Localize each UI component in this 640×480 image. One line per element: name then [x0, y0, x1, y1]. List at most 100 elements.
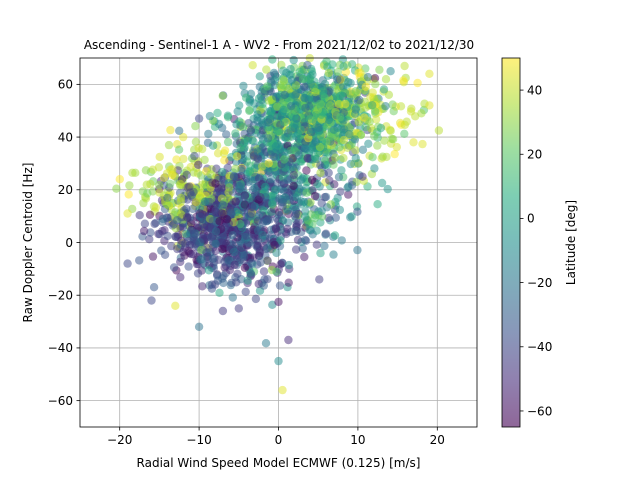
data-point — [176, 179, 185, 189]
y-tick-label: −60 — [48, 394, 73, 408]
data-point — [335, 205, 345, 215]
data-point — [218, 274, 227, 283]
data-point — [373, 141, 382, 150]
data-point — [390, 149, 399, 159]
data-point — [166, 179, 175, 188]
y-tick-label: −40 — [48, 341, 73, 355]
data-point — [211, 246, 220, 255]
data-point — [341, 99, 350, 109]
data-point — [295, 67, 304, 77]
data-point — [212, 164, 221, 173]
data-point — [370, 74, 380, 83]
data-point — [302, 188, 311, 197]
data-point — [112, 184, 121, 193]
data-point — [241, 287, 250, 296]
data-point — [353, 207, 362, 216]
data-point — [337, 91, 346, 100]
data-point — [300, 144, 310, 153]
data-point — [298, 74, 308, 84]
data-point — [254, 210, 264, 220]
data-point — [323, 161, 332, 170]
data-points — [112, 54, 444, 395]
data-point — [378, 152, 387, 161]
data-point — [125, 181, 134, 190]
data-point — [324, 168, 333, 177]
data-point — [337, 236, 346, 245]
data-point — [325, 101, 335, 110]
data-point — [155, 180, 164, 190]
data-point — [225, 183, 234, 192]
data-point — [239, 81, 248, 91]
data-point — [176, 257, 185, 267]
data-point — [316, 168, 325, 178]
data-point — [205, 111, 215, 121]
data-point — [266, 150, 275, 159]
data-point — [425, 101, 434, 110]
y-tick-label: −20 — [48, 289, 73, 303]
data-point — [231, 129, 240, 138]
data-point — [204, 129, 213, 139]
data-point — [245, 106, 254, 116]
data-point — [368, 153, 377, 162]
data-point — [178, 223, 187, 232]
data-point — [240, 200, 249, 209]
data-point — [301, 235, 310, 245]
data-point — [381, 102, 390, 111]
data-point — [358, 172, 367, 181]
data-point — [217, 238, 227, 247]
data-point — [284, 218, 293, 227]
data-point — [275, 281, 285, 290]
data-point — [232, 152, 242, 161]
data-point — [168, 165, 177, 174]
data-point — [166, 125, 175, 135]
data-point — [233, 107, 242, 116]
data-point — [171, 301, 180, 310]
data-point — [346, 159, 355, 169]
data-point — [351, 146, 360, 155]
data-point — [396, 102, 406, 111]
data-point — [319, 87, 328, 96]
data-point — [302, 166, 311, 175]
data-point — [258, 100, 267, 109]
data-point — [255, 72, 264, 81]
data-point — [321, 192, 331, 202]
data-point — [181, 229, 191, 238]
data-point — [213, 108, 222, 118]
data-point — [268, 199, 277, 208]
data-point — [191, 197, 201, 207]
colorbar-tick-label: −40 — [527, 340, 552, 354]
data-point — [189, 250, 198, 259]
data-point — [189, 168, 198, 177]
data-point — [243, 276, 252, 285]
data-point — [301, 103, 310, 113]
data-point — [278, 66, 288, 75]
data-point — [354, 159, 363, 168]
data-point — [311, 137, 320, 146]
data-point — [325, 176, 334, 185]
data-point — [307, 124, 317, 134]
data-point — [280, 155, 289, 164]
data-point — [149, 283, 159, 292]
data-point — [271, 224, 281, 233]
data-point — [206, 170, 215, 179]
data-point — [140, 219, 150, 228]
data-point — [336, 187, 345, 196]
data-point — [180, 251, 189, 260]
data-point — [389, 107, 398, 116]
data-point — [293, 235, 303, 245]
y-axis-ticks: −60 −40 −20 0 20 40 60 — [48, 78, 80, 408]
data-point — [183, 212, 192, 222]
data-point — [399, 76, 408, 85]
data-point — [305, 115, 315, 124]
data-point — [167, 241, 176, 251]
data-point — [241, 93, 251, 102]
data-point — [215, 217, 224, 226]
data-point — [392, 142, 401, 152]
data-point — [283, 224, 292, 234]
data-point — [198, 282, 207, 291]
data-point — [384, 90, 394, 100]
data-point — [365, 117, 374, 126]
data-point — [291, 245, 301, 254]
x-tick-label: 10 — [350, 433, 365, 447]
data-point — [364, 139, 373, 148]
